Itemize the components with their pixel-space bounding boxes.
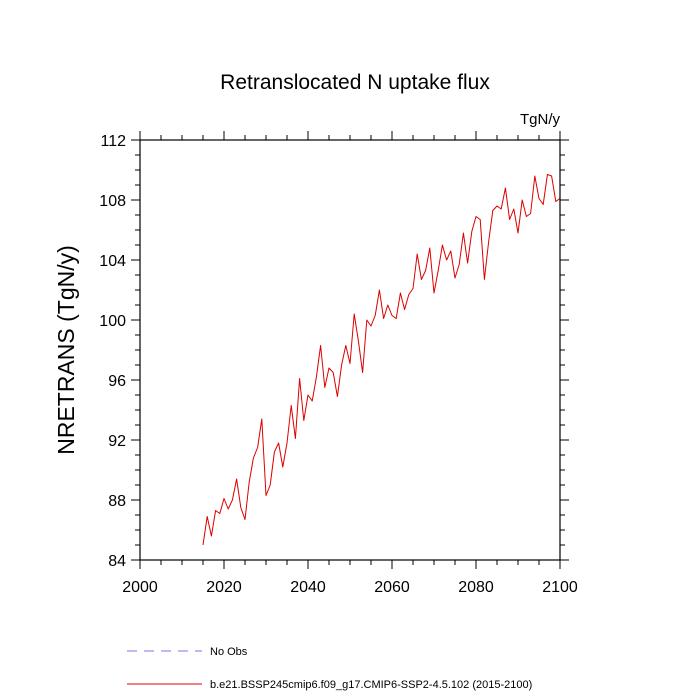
x-tick-label: 2060 <box>374 579 410 596</box>
legend: No Obs b.e21.BSSP245cmip6.f09_g17.CMIP6-… <box>127 646 532 691</box>
y-tick-label: 112 <box>100 133 126 150</box>
y-tick-label: 88 <box>108 493 126 510</box>
legend-entry-model-run: b.e21.BSSP245cmip6.f09_g17.CMIP6-SSP2-4.… <box>210 679 532 691</box>
x-tick-label: 2040 <box>290 579 326 596</box>
y-tick-labels: 84 88 92 96 100 104 108 112 <box>99 133 126 570</box>
y-axis-label: NRETRANS (TgN/y) <box>53 245 79 455</box>
x-tick-label: 2080 <box>458 579 494 596</box>
x-tick-label: 2100 <box>542 579 578 596</box>
series-layer <box>202 174 561 546</box>
x-tick-labels: 2000 2020 2040 2060 2080 2100 <box>122 579 578 596</box>
chart-title: Retranslocated N uptake flux <box>220 71 490 94</box>
plot-frame <box>139 139 561 561</box>
y-tick-label: 104 <box>99 253 126 270</box>
y-tick-label: 100 <box>99 313 126 330</box>
y-tick-label: 96 <box>108 373 126 390</box>
series-line <box>202 174 561 546</box>
y-tick-label: 92 <box>108 433 126 450</box>
axis-ticks <box>131 131 569 569</box>
legend-entry-no-obs: No Obs <box>210 646 248 658</box>
units-label: TgN/y <box>520 111 561 128</box>
x-tick-label: 2020 <box>206 579 242 596</box>
y-tick-label: 84 <box>108 553 126 570</box>
y-tick-label: 108 <box>99 193 126 210</box>
x-tick-label: 2000 <box>122 579 158 596</box>
